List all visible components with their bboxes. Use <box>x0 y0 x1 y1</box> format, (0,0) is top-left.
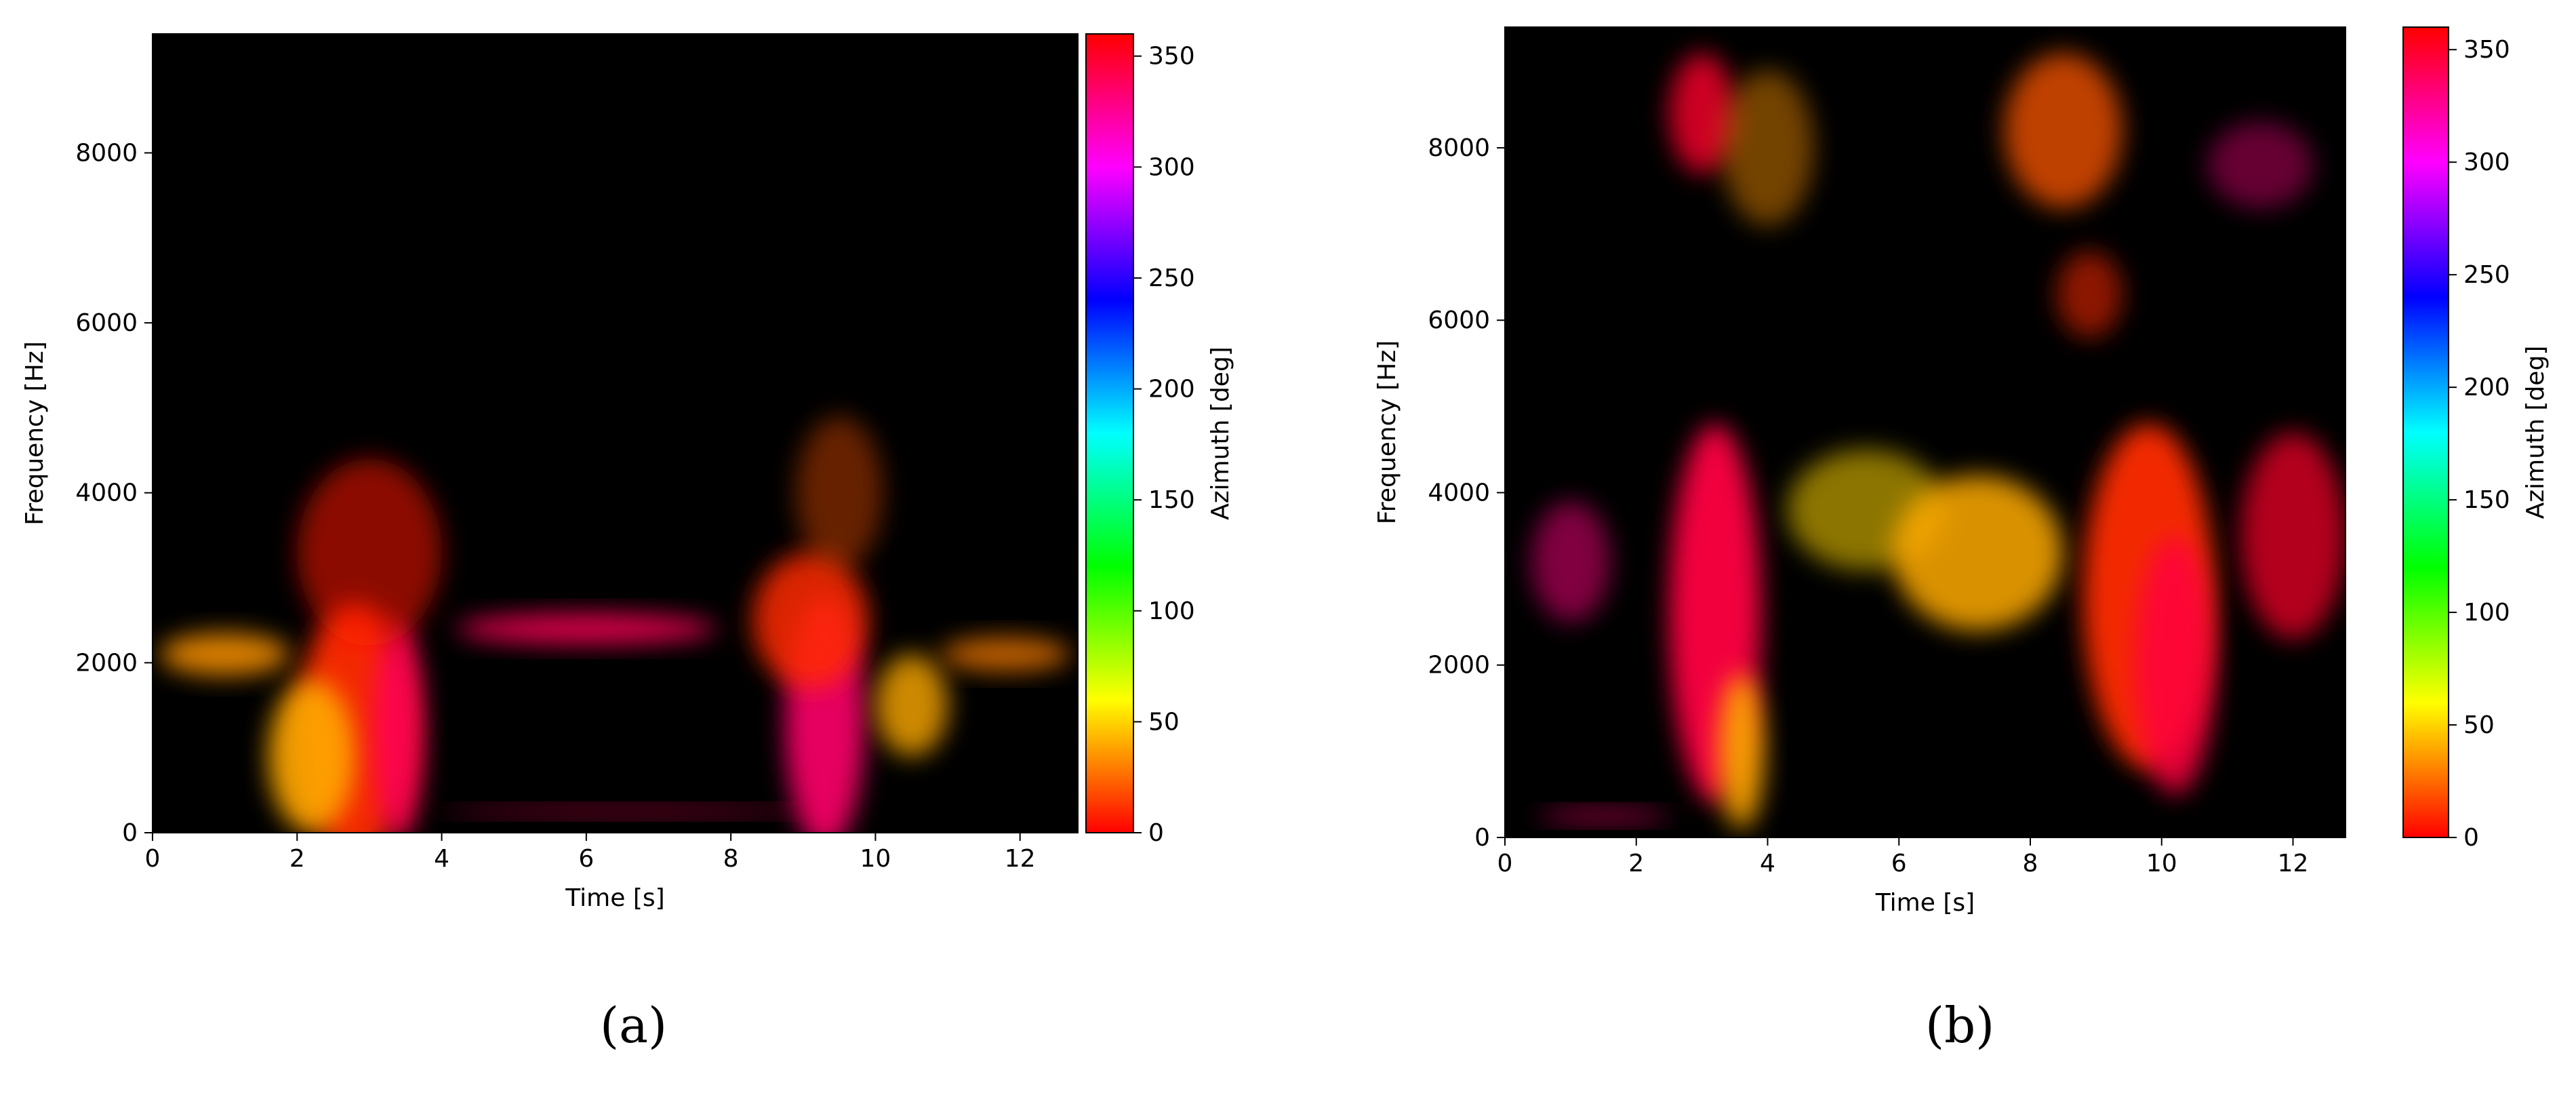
y-tick-label: 6000 <box>1428 307 1490 334</box>
y-tick-label: 0 <box>1474 824 1490 852</box>
colorbar <box>1086 34 1133 833</box>
x-tick-label: 10 <box>860 845 891 873</box>
x-tick-label: 0 <box>145 845 161 873</box>
heatmap-region-10 <box>2207 121 2313 208</box>
heatmap-region-9 <box>940 637 1071 671</box>
plot-frame <box>152 33 1079 833</box>
colorbar-tick-label: 300 <box>1148 153 1195 181</box>
x-tick-label: 2 <box>1628 850 1644 877</box>
x-axis-title: Time [s] <box>1875 889 1975 917</box>
colorbar-frame <box>2402 26 2449 838</box>
colorbar-tick-label: 50 <box>1148 708 1180 736</box>
colorbar-tick-label: 100 <box>2463 599 2510 627</box>
heatmap-region-8 <box>2004 53 2122 208</box>
heatmap-region-7 <box>1669 53 1735 174</box>
heatmap-layer <box>1531 53 2346 829</box>
heatmap-region-3 <box>1892 475 2064 631</box>
panel-label-b: (b) <box>1925 997 1995 1054</box>
heatmap-region-6 <box>2240 432 2346 639</box>
x-tick-label: 12 <box>1005 845 1036 873</box>
heatmap-region-10 <box>796 416 883 570</box>
heatmap-region-9 <box>1721 70 1814 226</box>
panel-label-a: (a) <box>600 997 668 1054</box>
heatmap-layer <box>159 416 1071 833</box>
heatmap-region-7 <box>752 552 868 688</box>
colorbar-tick-label: 50 <box>2463 711 2495 739</box>
colorbar-tick-label: 300 <box>2463 149 2510 176</box>
colorbar-tick-label: 250 <box>2463 261 2510 289</box>
x-axis-title: Time [s] <box>565 884 664 912</box>
colorbar-tick-label: 350 <box>1148 43 1195 71</box>
x-tick-label: 6 <box>1891 850 1907 877</box>
colorbar-tick-label: 0 <box>2463 824 2479 852</box>
y-axis-title: Frequency [Hz] <box>21 341 49 525</box>
x-tick-label: 2 <box>289 845 305 873</box>
x-tick-label: 4 <box>434 845 449 873</box>
heatmap-region-11 <box>1531 501 1610 623</box>
y-tick-label: 2000 <box>1428 652 1490 679</box>
heatmap-region-5 <box>2135 536 2215 795</box>
panel-a: 0 2 4 6 8 10 12 0 2000 4000 6000 8000 Time [s] Freque… <box>21 33 1234 1054</box>
heatmap-region-12 <box>2056 251 2122 338</box>
colorbar-tick-label: 150 <box>1148 486 1195 514</box>
colorbar-label: Azimuth [deg] <box>1207 347 1234 520</box>
x-tick-label: 8 <box>723 845 739 873</box>
colorbar-tick-label: 0 <box>1148 819 1164 847</box>
heatmap-region-3 <box>159 633 290 676</box>
colorbar-label: Azimuth [deg] <box>2522 346 2550 519</box>
heatmap-region-1 <box>268 679 355 833</box>
y-axis-title: Frequency [Hz] <box>1373 340 1401 524</box>
colorbar-frame <box>1085 33 1134 833</box>
x-tick-label: 0 <box>1497 850 1513 877</box>
y-tick-label: 6000 <box>75 309 138 337</box>
x-tick-label: 4 <box>1760 850 1775 877</box>
colorbar-tick-label: 200 <box>1148 376 1195 403</box>
y-tick-label: 8000 <box>1428 134 1490 162</box>
y-tick-label: 0 <box>122 819 138 847</box>
heatmap-region-13 <box>1537 809 1670 823</box>
colorbar-tick-label: 250 <box>1148 264 1195 292</box>
x-tick-label: 10 <box>2146 850 2177 877</box>
y-tick-label: 4000 <box>75 479 138 507</box>
colorbar-tick-label: 100 <box>1148 597 1195 625</box>
heatmap-region-5 <box>456 613 717 644</box>
colorbar-tick-label: 200 <box>2463 374 2510 401</box>
colorbar-tick-label: 150 <box>2463 486 2510 514</box>
y-tick-label: 8000 <box>75 139 138 167</box>
x-tick-label: 6 <box>578 845 594 873</box>
heatmap-region-2 <box>373 620 424 833</box>
colorbar <box>2403 27 2449 837</box>
panel-b: 0 2 4 6 8 10 12 0 2000 4000 6000 8000 Time [s] Freque… <box>1288 0 2576 1106</box>
heatmap-region-8 <box>875 654 948 757</box>
plot-frame <box>1504 26 2346 838</box>
x-tick-label: 8 <box>2023 850 2038 877</box>
x-tick-label: 12 <box>2278 850 2309 877</box>
heatmap-region-1 <box>1718 673 1765 829</box>
y-tick-label: 4000 <box>1428 479 1490 507</box>
y-tick-label: 2000 <box>75 649 138 677</box>
heatmap-region-11 <box>441 806 803 817</box>
heatmap-region-4 <box>297 458 442 646</box>
colorbar-tick-label: 350 <box>2463 36 2510 64</box>
